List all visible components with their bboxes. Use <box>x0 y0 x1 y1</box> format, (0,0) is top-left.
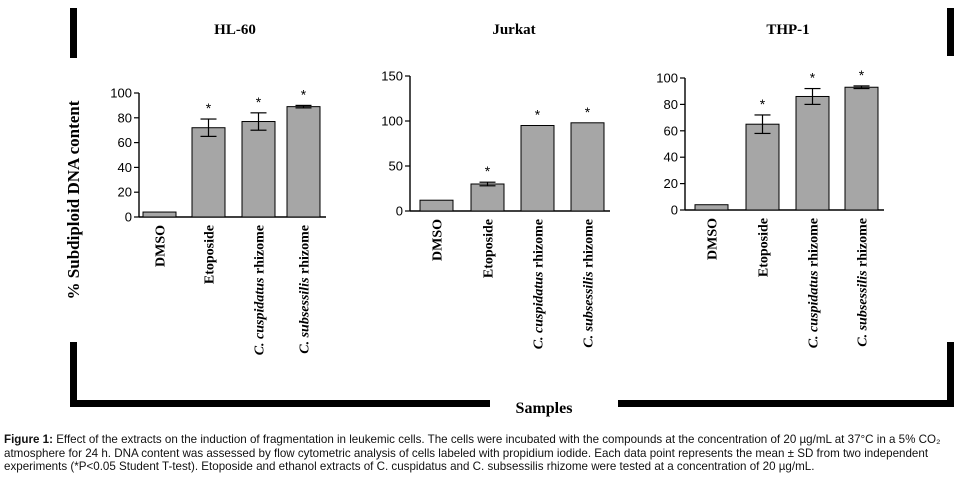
y-tick-label: 100 <box>381 114 403 129</box>
y-tick-label: 40 <box>118 160 132 175</box>
category-label: DMSO <box>706 218 721 260</box>
chart-panel: HL-60 0 20 40 60 80 100 DMSO * Etoposide * C. cuspi… <box>110 22 326 355</box>
bar <box>241 121 276 218</box>
y-tick-label: 40 <box>664 150 678 165</box>
y-tick-label: 80 <box>664 97 678 112</box>
significance-marker: * <box>256 94 262 110</box>
category-label: C. subsessilis rhizome <box>298 225 313 354</box>
chart-panel: THP-1 0 20 40 60 80 100 DMSO * Etoposide * C. cuspi… <box>656 22 884 348</box>
category-label: DMSO <box>431 219 446 261</box>
category-label: C. subsessilis rhizome <box>582 219 597 348</box>
bar <box>844 86 879 211</box>
bar <box>286 106 321 218</box>
category-label: Etoposide <box>203 225 218 284</box>
y-tick-label: 100 <box>110 86 132 101</box>
chart-title: THP-1 <box>766 22 809 38</box>
category-label: Etoposide <box>757 218 772 277</box>
bar <box>419 199 454 212</box>
category-label: C. cuspidatus rhizome <box>532 219 547 349</box>
bar <box>795 95 830 211</box>
significance-marker: * <box>535 107 541 123</box>
chart-title: Jurkat <box>492 22 535 38</box>
bar <box>745 123 780 211</box>
y-tick-label: 60 <box>118 135 132 150</box>
significance-marker: * <box>585 104 591 120</box>
frame-bottom-right <box>618 400 954 407</box>
figure-canvas: % Subdiploid DNA content Samples HL-60 0 2… <box>64 8 954 417</box>
category-label: Etoposide <box>482 219 497 278</box>
caption-label: Figure 1: <box>4 433 53 446</box>
category-label: DMSO <box>154 225 169 267</box>
chart-title: HL-60 <box>214 22 256 38</box>
bar <box>520 125 555 212</box>
y-tick-label: 150 <box>381 69 403 84</box>
y-axis-label: % Subdiploid DNA content <box>64 100 83 299</box>
significance-marker: * <box>810 70 816 86</box>
x-axis-label: Samples <box>516 400 573 417</box>
frame-left-bottom <box>70 342 77 404</box>
y-tick-label: 0 <box>125 210 132 225</box>
y-tick-label: 50 <box>389 159 403 174</box>
y-tick-label: 80 <box>118 110 132 125</box>
frame-right-bottom <box>947 342 954 404</box>
figure-caption: Figure 1: Effect of the extracts on the … <box>4 433 960 474</box>
category-label: C. subsessilis rhizome <box>856 218 871 347</box>
category-label: C. cuspidatus rhizome <box>807 218 822 348</box>
bar <box>570 122 605 212</box>
y-tick-label: 0 <box>396 204 403 219</box>
y-tick-label: 20 <box>664 176 678 191</box>
bar <box>694 204 729 211</box>
bar <box>191 127 226 218</box>
y-tick-label: 20 <box>118 185 132 200</box>
caption-text: Effect of the extracts on the induction … <box>4 433 941 474</box>
significance-marker: * <box>760 96 766 112</box>
chart-panel: Jurkat 0 50 100 150 DMSO * Etoposide * C. cuspida… <box>381 22 610 349</box>
y-tick-label: 0 <box>671 203 678 218</box>
chart-panels: HL-60 0 20 40 60 80 100 DMSO * Etoposide * C. cuspi… <box>110 22 884 355</box>
y-tick-label: 100 <box>656 71 678 86</box>
significance-marker: * <box>859 67 865 83</box>
frame-left-top <box>70 8 77 58</box>
frame-bottom-left <box>70 400 490 407</box>
significance-marker: * <box>485 163 491 179</box>
category-label: C. cuspidatus rhizome <box>253 225 268 355</box>
y-tick-label: 60 <box>664 123 678 138</box>
significance-marker: * <box>206 100 212 116</box>
frame-right-top <box>947 8 954 56</box>
bar <box>470 183 505 212</box>
bar <box>142 211 177 218</box>
significance-marker: * <box>301 86 307 102</box>
